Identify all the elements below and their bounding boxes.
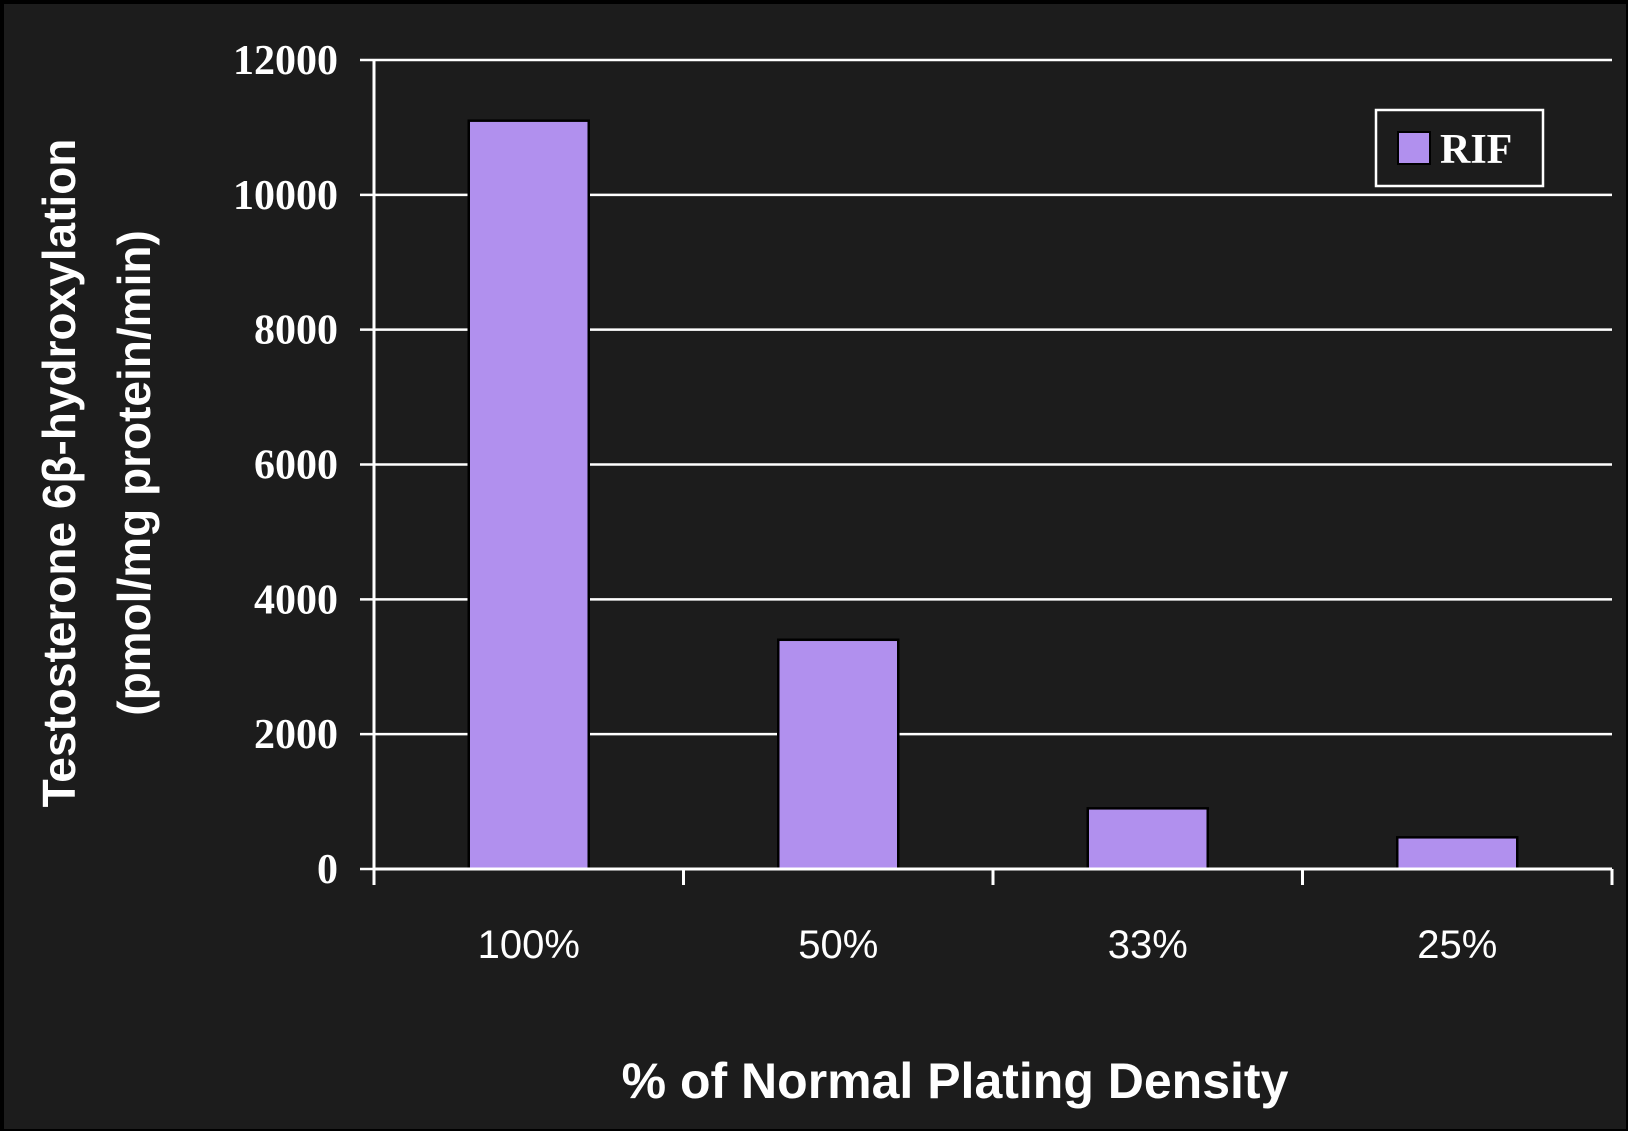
axes	[372, 60, 1614, 885]
bar-50%	[777, 638, 900, 871]
y-tick-label-4000: 4000	[254, 577, 338, 623]
x-tick-label-33%: 33%	[1108, 923, 1188, 967]
legend-label-rif: RIF	[1440, 127, 1512, 173]
legend: RIF	[1374, 108, 1545, 188]
x-tick-label-25%: 25%	[1417, 923, 1497, 967]
x-axis-title: % of Normal Plating Density	[622, 1053, 1289, 1109]
x-tick-label-100%: 100%	[478, 923, 580, 967]
bar-100%	[467, 119, 590, 871]
y-axis-title-line-2: (pmol/mg protein/min)	[108, 230, 160, 716]
y-tick-label-8000: 8000	[254, 308, 338, 354]
legend-box	[1374, 108, 1545, 188]
bar-25%	[1396, 836, 1519, 871]
bars	[467, 119, 1519, 871]
y-axis-title-line-1: Testosterone 6β-hydroxylation	[33, 139, 85, 808]
y-tick-label-0: 0	[317, 847, 338, 893]
y-tick-label-6000: 6000	[254, 443, 338, 489]
y-tick-label-10000: 10000	[233, 173, 338, 219]
bar-33%	[1086, 807, 1209, 871]
x-tick-labels: 100% 50% 33% 25%	[478, 923, 1498, 967]
y-tick-label-2000: 2000	[254, 712, 338, 758]
y-tick-label-12000: 12000	[233, 38, 338, 84]
legend-swatch	[1397, 131, 1431, 165]
x-tick-label-50%: 50%	[798, 923, 878, 967]
y-tick-labels: 0 2000 4000 6000 8000 10000 12000	[233, 38, 338, 893]
